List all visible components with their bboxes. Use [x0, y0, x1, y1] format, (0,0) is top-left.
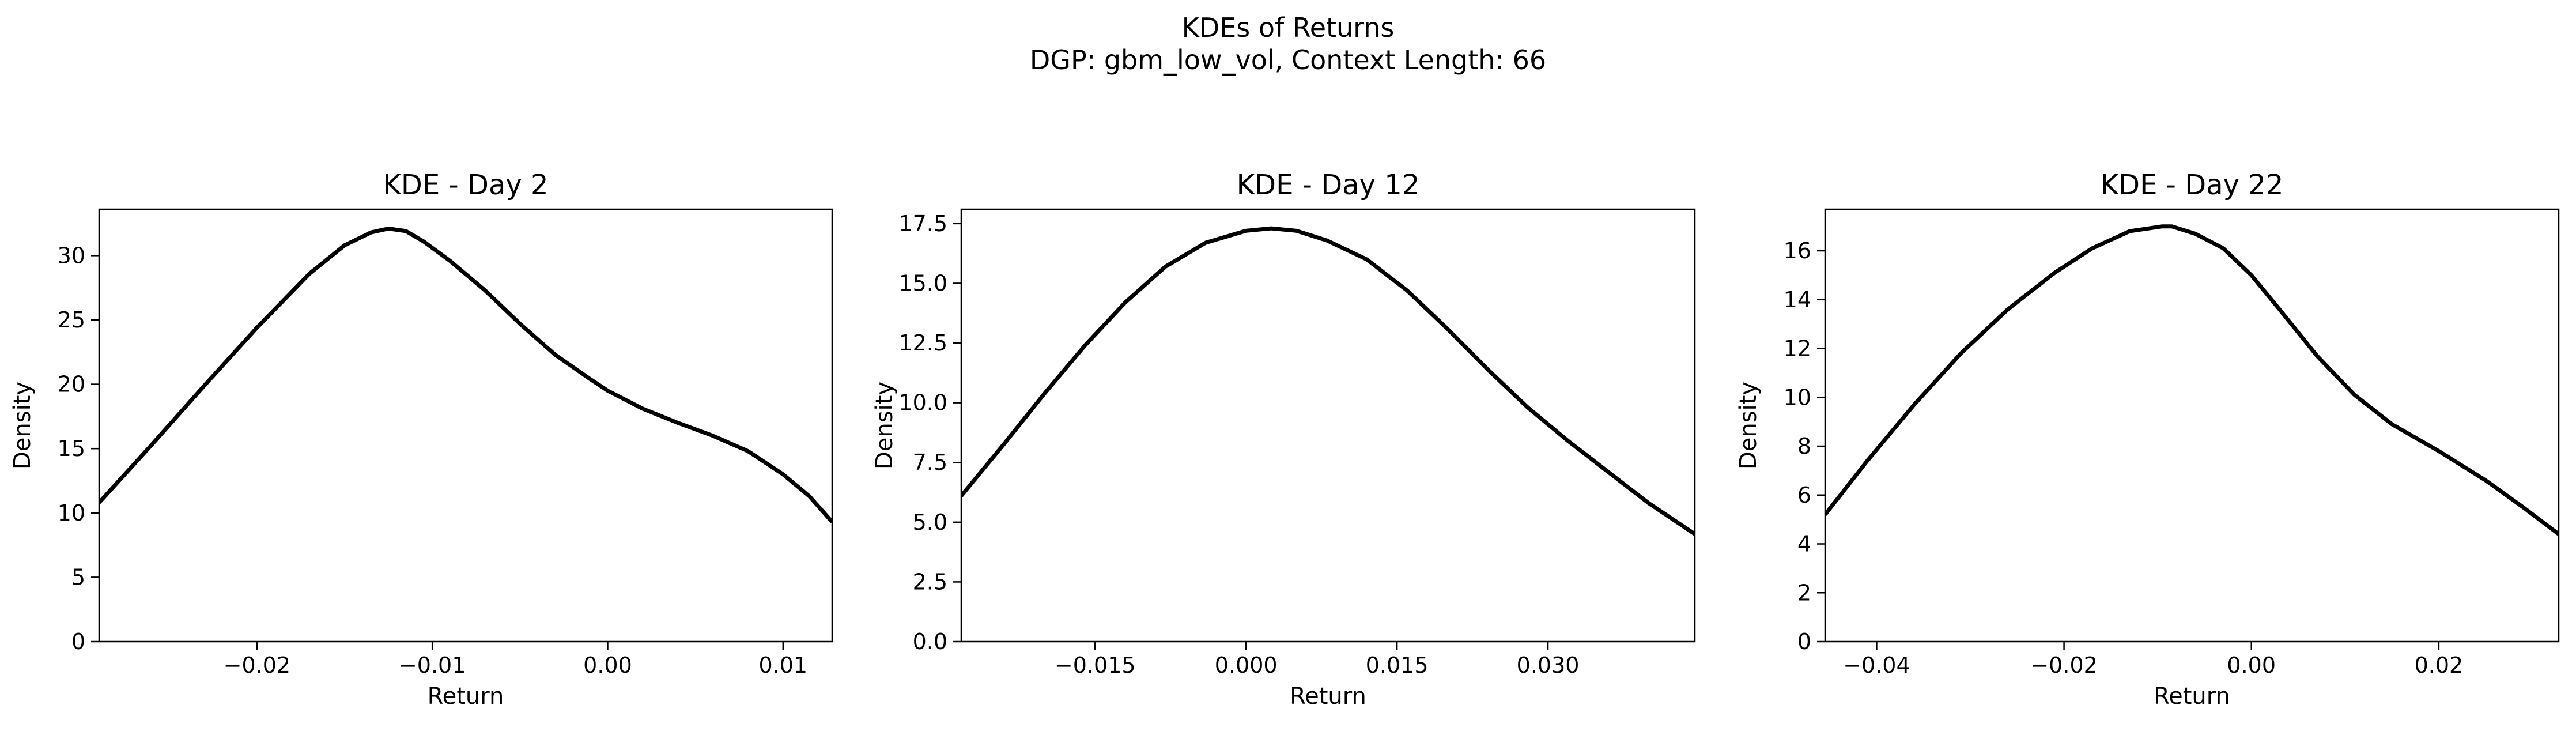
subplot-3: −0.04 −0.02 0.00 0.02 0 2 4 6 8 10 12 14 16 KDE - Day… [1735, 169, 2560, 710]
y-tick-label: 2 [1797, 580, 1811, 605]
y-tick-label: 14 [1784, 287, 1811, 312]
axes-frame [98, 208, 833, 643]
x-tick-label: −0.04 [1843, 653, 1910, 678]
figure-title: KDEs of Returns [1182, 12, 1395, 43]
subplot-title: KDE - Day 22 [2101, 169, 2284, 201]
y-tick-label: 12.5 [898, 330, 947, 356]
subplot-1: −0.02 −0.01 0.00 0.01 0 5 10 15 20 25 30 KDE - Day … [9, 169, 833, 710]
y-tick-label: 30 [58, 243, 85, 268]
subplot-2: −0.015 0.000 0.015 0.030 0.0 2.5 5.0 7.5 10.0 12.… [871, 169, 1696, 710]
figure-subtitle: DGP: gbm_low_vol, Context Length: 66 [1030, 44, 1546, 76]
x-tick-label: 0.015 [1366, 653, 1429, 678]
x-tick-label: 0.00 [2227, 653, 2276, 678]
x-tick-label: −0.02 [2030, 653, 2097, 678]
x-tick-label: −0.01 [399, 653, 466, 678]
x-tick-label: 0.00 [583, 653, 632, 678]
y-tick-label: 8 [1797, 434, 1811, 459]
x-axis-label: Return [2154, 683, 2230, 710]
y-tick-label: 17.5 [898, 211, 947, 236]
subplot-title: KDE - Day 2 [383, 169, 548, 201]
y-tick-label: 12 [1784, 336, 1811, 361]
y-tick-label: 0 [71, 629, 85, 654]
y-tick-label: 0.0 [913, 629, 947, 654]
y-tick-label: 5.0 [913, 510, 947, 535]
y-tick-label: 20 [58, 372, 85, 397]
subplot-title: KDE - Day 12 [1237, 169, 1420, 201]
axes-frame [1824, 208, 2560, 643]
y-axis-label: Density [871, 382, 898, 469]
y-tick-label: 25 [58, 307, 85, 333]
x-tick-label: 0.01 [758, 653, 807, 678]
kde-curve-1 [1825, 224, 2559, 536]
x-tick-label: −0.02 [224, 653, 290, 678]
y-tick-label: 15 [58, 436, 85, 461]
y-tick-label: 6 [1797, 483, 1811, 508]
y-tick-label: 15.0 [898, 270, 947, 296]
y-tick-label: 5 [71, 564, 85, 590]
y-tick-label: 10.0 [898, 390, 947, 416]
y-tick-label: 0 [1797, 629, 1811, 654]
y-tick-label: 16 [1784, 238, 1811, 263]
x-tick-label: 0.030 [1517, 653, 1580, 678]
y-tick-label: 10 [1784, 385, 1811, 410]
y-tick-label: 2.5 [913, 569, 947, 594]
axes-frame [960, 208, 1696, 643]
x-axis-label: Return [428, 683, 504, 710]
x-tick-label: 0.02 [2415, 653, 2464, 678]
y-axis-label: Density [1735, 382, 1762, 469]
kde-curve-1 [961, 226, 1695, 536]
y-axis-label: Density [9, 382, 36, 469]
y-tick-label: 4 [1797, 532, 1811, 557]
x-tick-label: 0.000 [1215, 653, 1278, 678]
y-tick-label: 7.5 [913, 450, 947, 475]
kde-curve-1 [99, 227, 832, 523]
x-axis-label: Return [1290, 683, 1366, 710]
y-tick-label: 10 [58, 500, 85, 526]
x-tick-label: −0.015 [1055, 653, 1136, 678]
